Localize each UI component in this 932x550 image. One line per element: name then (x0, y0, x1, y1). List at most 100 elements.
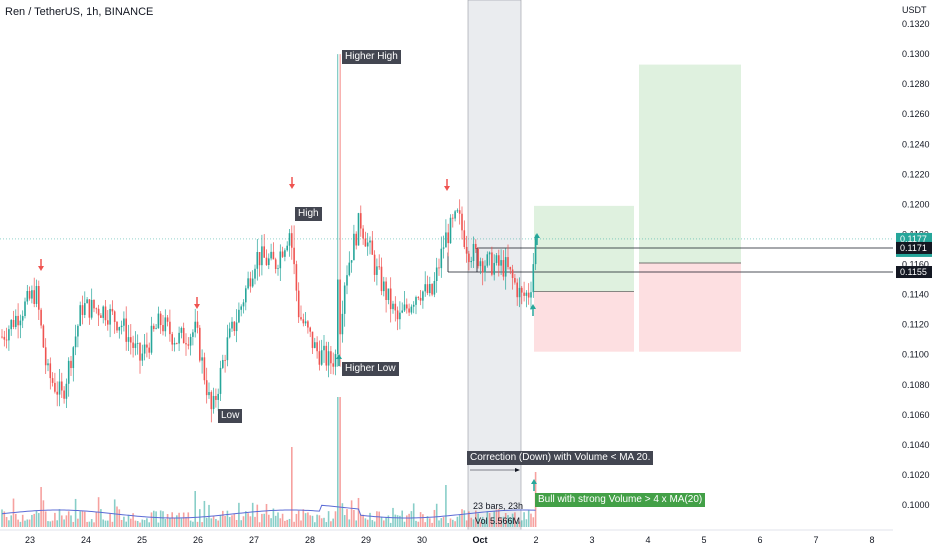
candle-body (169, 321, 171, 335)
candle-body (311, 331, 314, 348)
volume-bar (431, 522, 433, 527)
volume-bar (56, 520, 58, 527)
time-tick: 5 (701, 535, 706, 545)
candle-body (389, 288, 392, 310)
volume-bar (148, 522, 150, 527)
candle-body (458, 210, 461, 214)
volume-bar (261, 513, 263, 527)
volume-bar (65, 515, 68, 527)
volume-bar (123, 516, 125, 527)
candle-body (185, 343, 187, 345)
volume-bar (215, 518, 217, 527)
candle-body (180, 327, 183, 333)
price-tick: 0.1240 (902, 139, 930, 149)
candle-body (150, 325, 153, 353)
candle-body (5, 339, 8, 341)
candle-body (77, 325, 79, 337)
candle-body (516, 282, 518, 298)
volume-bar (493, 511, 495, 527)
candle-body (263, 246, 265, 258)
volume-bar (90, 519, 93, 527)
volume-bar (176, 515, 178, 527)
candle-body (325, 345, 328, 366)
bars-count-label: 23 bars, 23h (473, 501, 524, 511)
candle-body (454, 211, 456, 219)
volume-bar (238, 502, 240, 527)
candle-body (417, 297, 420, 298)
volume-bar (447, 522, 449, 527)
candle-body (330, 351, 332, 364)
price-badge-bg (896, 241, 932, 254)
volume-bar (268, 514, 270, 527)
volume-bar (277, 512, 279, 527)
volume-bar (143, 520, 146, 527)
volume-bar (54, 512, 56, 527)
volume-bar (498, 509, 500, 527)
volume-bar (429, 518, 431, 527)
volume-bar (93, 522, 95, 527)
volume-bar (458, 514, 461, 527)
candle-body (445, 232, 447, 248)
volume-bar (291, 447, 293, 527)
volume-bar (107, 520, 109, 527)
volume-bar (422, 514, 424, 527)
volume-bar (196, 521, 199, 527)
price-tick: 0.1120 (902, 320, 929, 330)
volume-bar (104, 520, 107, 527)
time-tick: 23 (25, 535, 35, 545)
volume-bar (479, 522, 482, 527)
candle-body (44, 347, 47, 366)
volume-bar (355, 520, 357, 527)
candle-body (288, 233, 291, 246)
volume-bar (309, 515, 311, 527)
candle-body (228, 328, 231, 338)
volume-bar (88, 521, 91, 527)
volume-bar (311, 515, 314, 527)
candle-body (58, 381, 61, 395)
candle-body (194, 321, 196, 333)
candle-body (527, 292, 530, 298)
candle-body (504, 257, 507, 277)
volume-bar (514, 512, 516, 527)
candle-body (300, 317, 302, 320)
candle-body (440, 248, 443, 269)
volume-bar (120, 520, 123, 527)
candle-body (406, 304, 408, 309)
candle-body (355, 233, 357, 246)
volume-bar (527, 509, 530, 527)
candle-body (42, 325, 45, 348)
volume-bar (47, 521, 49, 527)
volume-bar (532, 517, 535, 527)
volume-bar (325, 522, 328, 527)
volume-bar (222, 510, 224, 527)
time-tick: 24 (81, 535, 91, 545)
candle-body (320, 350, 323, 365)
candle-body (461, 213, 463, 231)
candle-body (143, 344, 146, 354)
candle-body (362, 228, 364, 239)
candle-body (173, 343, 176, 345)
arrow-up-1-head (336, 354, 342, 359)
arrow-down-2-head (194, 304, 200, 309)
volume-bar (334, 511, 337, 527)
candle-body (500, 260, 502, 266)
volume-bar (456, 516, 459, 527)
candle-body (148, 347, 150, 353)
volume-bar (61, 515, 63, 527)
candle-body (10, 320, 12, 330)
candle-body (196, 321, 199, 328)
candle-body (171, 334, 173, 345)
candle-body (369, 240, 371, 243)
candle-body (123, 318, 125, 326)
arrow-up-3-head (534, 233, 540, 238)
volume-bar (251, 502, 254, 527)
volume-bar (219, 515, 222, 527)
arrow-up-2-head (530, 304, 536, 309)
price-tick: 0.1020 (902, 470, 930, 480)
volume-bar (327, 511, 330, 527)
candle-body (21, 316, 24, 321)
candle-body (447, 232, 449, 244)
volume-bar (189, 520, 192, 527)
volume-bar (24, 520, 26, 527)
volume-bar (366, 519, 369, 527)
